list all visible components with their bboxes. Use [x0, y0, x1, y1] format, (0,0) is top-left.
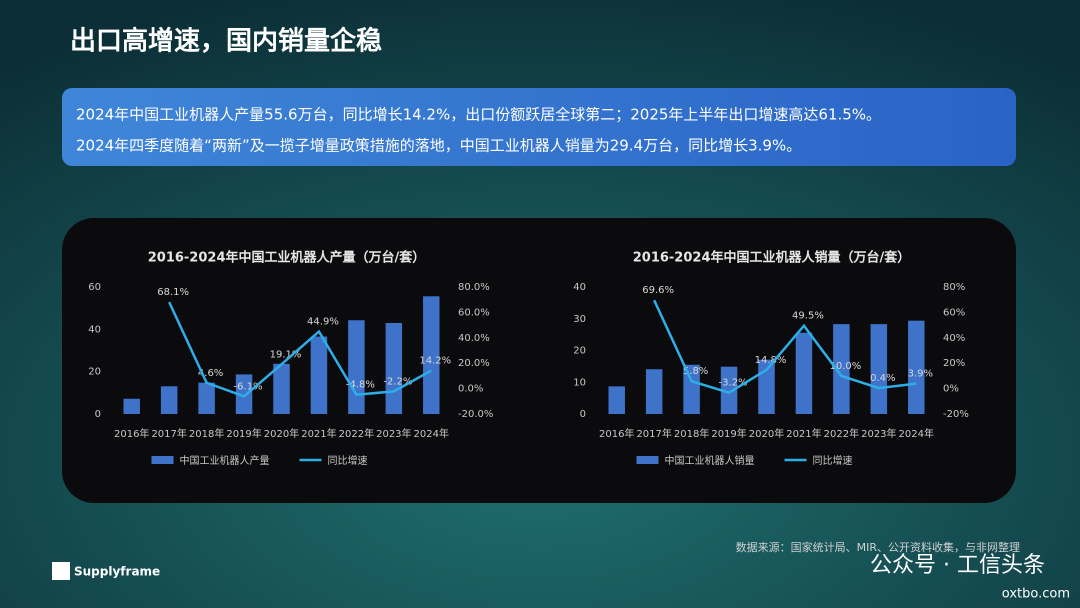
source: 数据来源：国家统计局、MIR、公开资料收集，与非网整理	[736, 540, 1020, 554]
value-label: 68.1%	[157, 287, 189, 298]
legend-label: 中国工业机器人产量	[180, 454, 270, 467]
legend-label: 中国工业机器人销量	[665, 454, 755, 467]
x-tick-label: 2020年	[749, 427, 784, 440]
bar	[423, 296, 440, 414]
y-tick-label: 20	[573, 346, 586, 357]
value-label: 69.6%	[642, 285, 674, 296]
value-label: -2.2%	[383, 376, 412, 387]
legend-swatch	[636, 456, 659, 464]
y2-tick-label: -20%	[943, 409, 969, 420]
x-tick-label: 2022年	[339, 427, 374, 440]
y2-tick-label: 0%	[943, 384, 959, 395]
y2-tick-label: 40%	[943, 333, 965, 344]
bar	[908, 320, 925, 414]
bar	[385, 322, 403, 414]
legend-label: 同比增速	[813, 454, 853, 467]
x-tick-label: 2021年	[786, 427, 821, 440]
watermark: 公众号 · 工信头条	[870, 553, 1045, 578]
y2-tick-label: 40.0%	[458, 333, 490, 344]
bar	[198, 382, 215, 414]
y2-tick-label: -20.0%	[458, 409, 493, 420]
y2-tick-label: 60.0%	[458, 307, 490, 318]
logo-icon	[52, 562, 70, 580]
chart-title: 2016-2024年中国工业机器人销量（万台/套）	[633, 250, 911, 266]
y2-tick-label: 60%	[943, 307, 965, 318]
value-label: 44.9%	[307, 317, 339, 328]
bar	[645, 369, 663, 414]
value-label: 14.2%	[419, 356, 451, 367]
x-tick-label: 2018年	[674, 427, 709, 440]
y-tick-label: 10	[573, 377, 586, 388]
bar	[720, 366, 738, 414]
line	[168, 301, 432, 398]
y-tick-label: 0	[95, 409, 101, 420]
y-tick-label: 20	[88, 367, 101, 378]
y2-tick-label: 80%	[943, 282, 965, 293]
line	[653, 299, 917, 395]
site: oxtbo.com	[1002, 587, 1070, 602]
bar	[348, 320, 365, 414]
x-tick-label: 2020年	[264, 427, 299, 440]
y2-tick-label: 20.0%	[458, 358, 490, 369]
y2-tick-label: 0.0%	[458, 384, 483, 395]
x-tick-label: 2023年	[376, 427, 411, 440]
value-label: 10.0%	[829, 361, 861, 372]
bar	[160, 386, 178, 414]
chart-panel	[62, 218, 1016, 503]
bar	[608, 386, 625, 414]
x-tick-label: 2021年	[301, 427, 336, 440]
y-tick-label: 40	[88, 324, 101, 335]
x-tick-label: 2023年	[861, 427, 896, 440]
value-label: -4.8%	[346, 380, 375, 391]
bar	[123, 398, 140, 414]
y-tick-label: 0	[580, 409, 586, 420]
y-tick-label: 60	[88, 282, 101, 293]
summary-line: 2024年中国工业机器人产量55.6万台，同比增长14.2%，出口份额跃居全球第…	[76, 106, 881, 124]
legend-swatch	[151, 456, 174, 464]
x-tick-label: 2016年	[114, 427, 149, 440]
bar	[795, 332, 813, 414]
summary-line: 2024年四季度随着“两新”及一揽子增量政策措施的落地，中国工业机器人销量为29…	[76, 137, 801, 155]
value-label: 4.6%	[198, 368, 223, 379]
x-tick-label: 2024年	[899, 427, 934, 440]
x-tick-label: 2019年	[226, 427, 261, 440]
bar	[683, 364, 700, 414]
y2-tick-label: 80.0%	[458, 282, 490, 293]
bar	[235, 374, 253, 414]
x-tick-label: 2017年	[636, 427, 671, 440]
summary-box	[62, 88, 1016, 166]
x-tick-label: 2017年	[151, 427, 186, 440]
y2-tick-label: 20%	[943, 358, 965, 369]
value-label: 49.5%	[792, 311, 824, 322]
x-tick-label: 2019年	[711, 427, 746, 440]
y-tick-label: 30	[573, 314, 586, 325]
value-label: 5.8%	[683, 366, 708, 377]
y-tick-label: 40	[573, 282, 586, 293]
x-tick-label: 2016年	[599, 427, 634, 440]
bar	[870, 324, 888, 414]
value-label: 0.4%	[870, 373, 895, 384]
bar	[273, 363, 290, 414]
legend-label: 同比增速	[328, 454, 368, 467]
value-label: -3.2%	[719, 378, 748, 389]
x-tick-label: 2024年	[414, 427, 449, 440]
x-tick-label: 2018年	[189, 427, 224, 440]
title: 出口高增速，国内销量企稳	[70, 26, 382, 57]
chart-title: 2016-2024年中国工业机器人产量（万台/套）	[148, 250, 426, 266]
value-label: -6.1%	[234, 381, 263, 392]
value-label: 19.1%	[270, 349, 302, 360]
value-label: 3.9%	[908, 369, 933, 380]
bar	[758, 359, 775, 414]
x-tick-label: 2022年	[824, 427, 859, 440]
logo: Supplyframe	[74, 565, 160, 579]
value-label: 14.8%	[755, 355, 787, 366]
bar	[310, 336, 328, 414]
bar	[833, 324, 850, 414]
